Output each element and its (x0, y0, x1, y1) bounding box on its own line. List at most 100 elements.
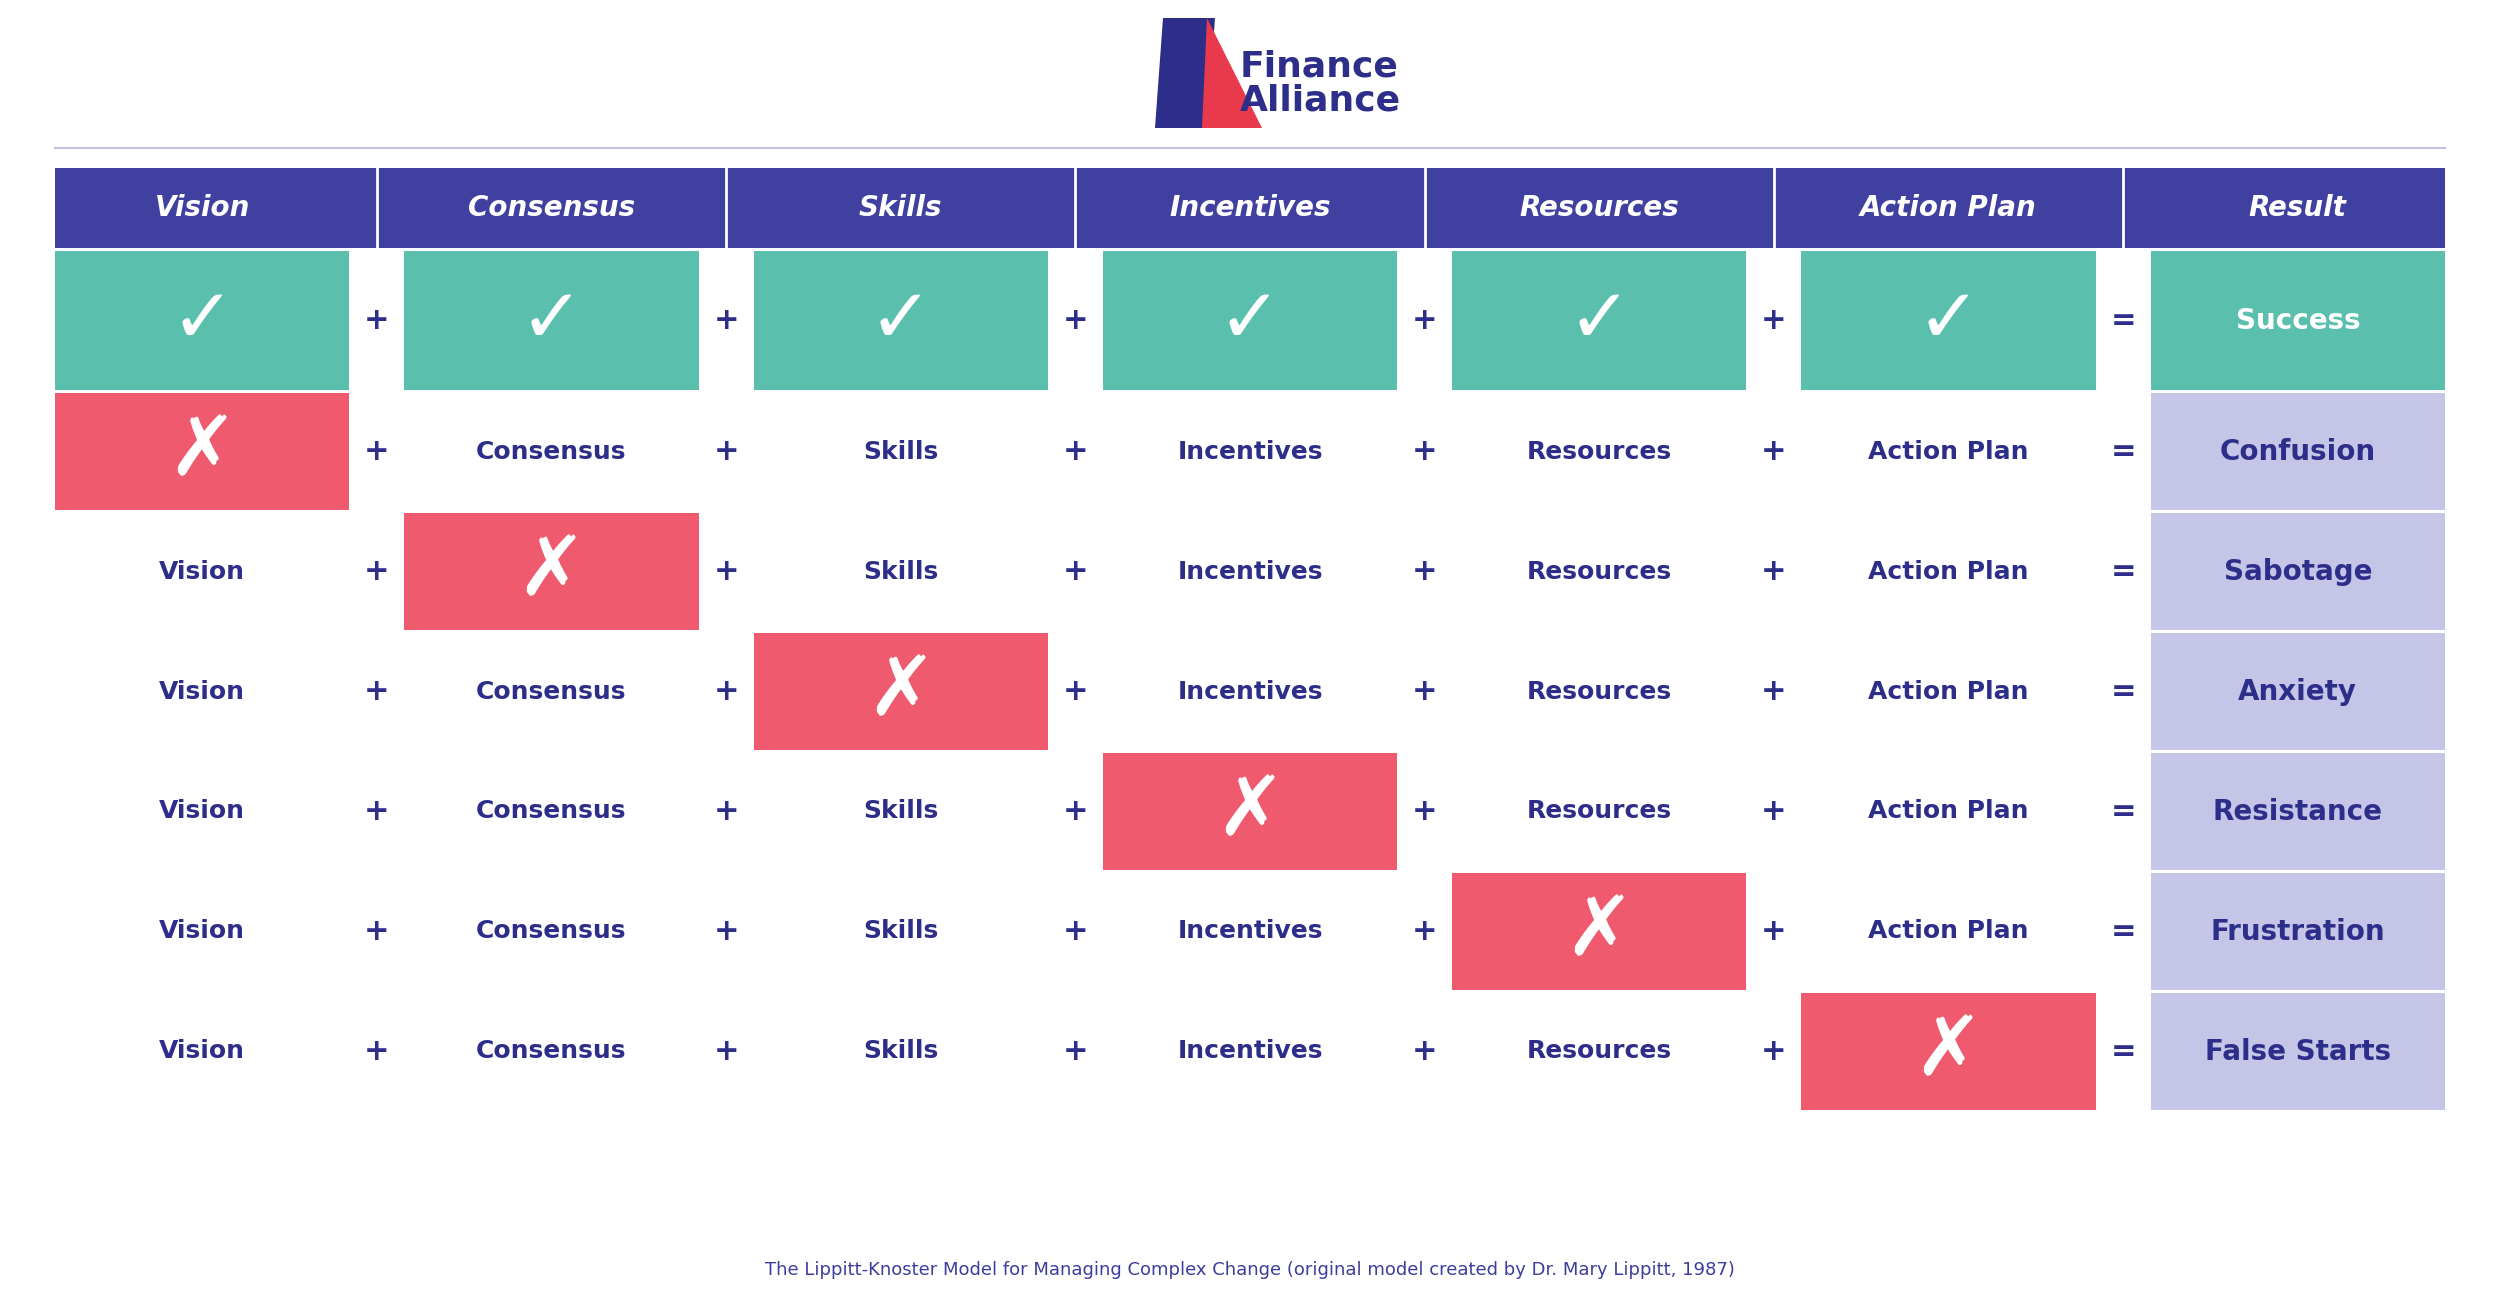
Text: Skills: Skills (862, 1040, 938, 1064)
Text: ✓: ✓ (1218, 284, 1282, 357)
Text: +: + (1412, 916, 1437, 945)
Text: +: + (712, 437, 740, 466)
Text: =: = (2110, 306, 2135, 335)
Text: Resources: Resources (1528, 1040, 1673, 1064)
Bar (1102, 752, 1398, 871)
Text: ✓: ✓ (867, 284, 932, 357)
Text: +: + (712, 678, 740, 706)
Text: Resources: Resources (1528, 680, 1673, 704)
Text: Skills: Skills (862, 800, 938, 823)
Text: ✗: ✗ (865, 651, 935, 733)
Text: +: + (712, 557, 740, 586)
Text: Vision: Vision (160, 559, 245, 583)
Text: +: + (1062, 437, 1088, 466)
Text: Incentives: Incentives (1178, 559, 1323, 583)
Text: Incentives: Incentives (1178, 680, 1323, 704)
Text: +: + (1062, 557, 1088, 586)
Bar (752, 633, 1048, 750)
Text: Frustration: Frustration (2210, 918, 2385, 945)
Text: +: + (365, 557, 390, 586)
Text: +: + (1412, 306, 1437, 335)
Text: Success: Success (2235, 306, 2360, 335)
Text: +: + (1760, 797, 1788, 826)
Bar (1452, 873, 1748, 990)
Text: Anxiety: Anxiety (2238, 678, 2358, 705)
Text: Action Plan: Action Plan (1868, 800, 2030, 823)
Text: Action Plan: Action Plan (1868, 680, 2030, 704)
Bar (405, 513, 698, 630)
Text: Action Plan: Action Plan (1868, 440, 2030, 463)
Text: ✗: ✗ (1912, 1011, 1982, 1092)
Text: Resources: Resources (1528, 559, 1673, 583)
Bar (2150, 251, 2445, 390)
Text: +: + (365, 437, 390, 466)
Text: Resources: Resources (1528, 440, 1673, 463)
Text: +: + (1062, 678, 1088, 706)
Text: Vision: Vision (160, 680, 245, 704)
Text: ✗: ✗ (168, 411, 238, 492)
Bar (55, 393, 350, 509)
Text: +: + (712, 916, 740, 945)
Bar (1802, 251, 2095, 390)
Text: ✓: ✓ (170, 284, 235, 357)
Text: +: + (1760, 916, 1788, 945)
Text: Vision: Vision (160, 800, 245, 823)
Text: Confusion: Confusion (2220, 437, 2375, 466)
Text: +: + (365, 797, 390, 826)
Polygon shape (1202, 18, 1262, 127)
Text: ✓: ✓ (1568, 284, 1632, 357)
Text: +: + (365, 678, 390, 706)
Text: +: + (1412, 437, 1437, 466)
Text: +: + (1412, 1037, 1437, 1066)
Text: Consensus: Consensus (475, 800, 628, 823)
Text: +: + (365, 1037, 390, 1066)
Text: Skills: Skills (860, 194, 942, 222)
Bar (1802, 993, 2095, 1109)
Text: +: + (1062, 916, 1088, 945)
Text: Consensus: Consensus (475, 1040, 628, 1064)
Bar (1452, 251, 1748, 390)
Text: =: = (2110, 1037, 2135, 1066)
Text: +: + (365, 306, 390, 335)
Bar (2150, 752, 2445, 871)
Text: =: = (2110, 797, 2135, 826)
Text: Consensus: Consensus (468, 194, 635, 222)
Text: Consensus: Consensus (475, 440, 628, 463)
Text: Skills: Skills (862, 559, 938, 583)
Text: +: + (1760, 306, 1788, 335)
Polygon shape (1155, 18, 1215, 127)
Text: =: = (2110, 437, 2135, 466)
Text: +: + (1412, 678, 1437, 706)
Text: =: = (2110, 678, 2135, 706)
Text: Vision: Vision (160, 919, 245, 944)
Text: +: + (1760, 557, 1788, 586)
Text: Action Plan: Action Plan (1868, 919, 2030, 944)
Text: =: = (2110, 916, 2135, 945)
Text: +: + (712, 306, 740, 335)
Text: Vision: Vision (160, 1040, 245, 1064)
Text: =: = (2110, 557, 2135, 586)
Text: Incentives: Incentives (1178, 919, 1323, 944)
Text: +: + (1760, 678, 1788, 706)
Text: +: + (712, 1037, 740, 1066)
Text: Consensus: Consensus (475, 919, 628, 944)
Bar (2150, 393, 2445, 509)
Text: Skills: Skills (862, 440, 938, 463)
Text: ✓: ✓ (520, 284, 582, 357)
Text: +: + (1062, 306, 1088, 335)
Text: Consensus: Consensus (475, 680, 628, 704)
Text: +: + (1412, 557, 1437, 586)
Text: +: + (1760, 1037, 1788, 1066)
Bar (2150, 873, 2445, 990)
Text: Vision: Vision (155, 194, 250, 222)
Text: +: + (1062, 1037, 1088, 1066)
Text: Incentives: Incentives (1170, 194, 1330, 222)
Text: Action Plan: Action Plan (1860, 194, 2038, 222)
Text: ✓: ✓ (1918, 284, 1980, 357)
Text: Incentives: Incentives (1178, 440, 1323, 463)
Text: Incentives: Incentives (1178, 1040, 1323, 1064)
Bar (1102, 251, 1398, 390)
Bar (55, 251, 350, 390)
Text: +: + (1062, 797, 1088, 826)
Text: ✗: ✗ (518, 530, 588, 612)
